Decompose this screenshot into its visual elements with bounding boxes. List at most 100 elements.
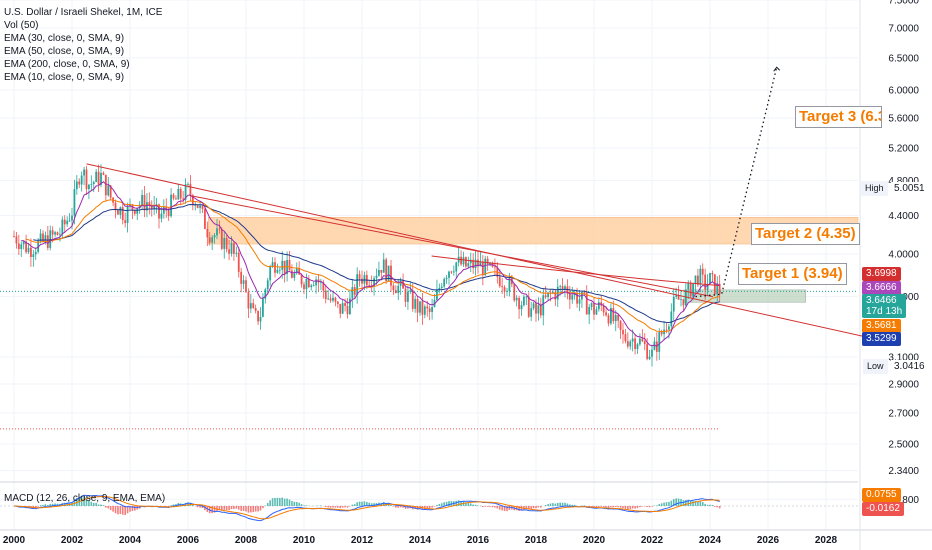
macd-histogram-bar	[283, 498, 286, 506]
macd-histogram-bar	[281, 497, 284, 506]
macd-histogram-bar	[397, 506, 400, 508]
candle-body	[477, 259, 479, 267]
y-tick-label: 7.5000	[888, 0, 919, 6]
macd-histogram-bar	[610, 506, 612, 508]
macd-histogram-bar	[332, 506, 334, 508]
candle-body	[249, 303, 252, 309]
candle-body	[322, 282, 325, 291]
x-tick-label: 2028	[815, 535, 838, 546]
y-tick-label: 2.5000	[888, 439, 919, 450]
candle-body	[22, 241, 25, 245]
candle-body	[709, 273, 711, 284]
candle-body	[109, 185, 112, 198]
macd-histogram-bar	[293, 501, 296, 506]
price-tag-ema50: 3.5299	[862, 332, 901, 346]
macd-histogram-bar	[443, 502, 445, 506]
candle-body	[73, 189, 76, 216]
candle-body	[455, 262, 458, 272]
macd-histogram-bar	[358, 501, 361, 506]
candle-body	[523, 296, 525, 306]
candle-body	[216, 228, 218, 236]
macd-histogram-bar	[718, 506, 721, 509]
macd-histogram-bar	[482, 506, 484, 508]
candle-body	[699, 268, 702, 285]
candle-body	[225, 238, 228, 250]
macd-histogram-bar	[117, 506, 119, 515]
candle-body	[162, 207, 165, 214]
macd-histogram-bar	[184, 502, 187, 506]
x-tick-label: 2022	[641, 535, 664, 546]
candle-body	[339, 303, 342, 314]
macd-histogram-bar	[199, 506, 201, 508]
candle-body	[503, 287, 506, 292]
macd-histogram-bar	[431, 506, 433, 508]
macd-histogram-bar	[399, 506, 402, 508]
candle-body	[697, 275, 699, 285]
candle-body	[351, 287, 354, 299]
candle-body	[535, 303, 537, 314]
indicator-vol[interactable]: Vol (50)	[4, 20, 39, 31]
candle-body	[392, 285, 395, 291]
candle-body	[177, 188, 180, 200]
candle-body	[344, 303, 346, 306]
candle-body	[100, 172, 102, 185]
x-tick-label: 2016	[467, 535, 490, 546]
indicator-ema50[interactable]: EMA (50, close, 0, SMA, 9)	[4, 46, 125, 57]
macd-histogram-bar	[474, 504, 477, 506]
price-tag-last: 3.6466 17d 13h	[862, 294, 907, 318]
macd-histogram-bar	[262, 506, 264, 509]
x-tick-label: 2004	[119, 535, 142, 546]
candle-body	[218, 228, 221, 230]
candle-body	[648, 356, 651, 359]
macd-histogram-bar	[327, 506, 329, 508]
candle-body	[610, 308, 612, 324]
macd-histogram-bar	[573, 504, 576, 506]
macd-histogram-bar	[353, 504, 356, 506]
candle-body	[694, 275, 697, 284]
candle-body	[585, 293, 588, 315]
macd-histogram-bar	[416, 506, 419, 510]
macd-histogram-bar	[39, 505, 42, 506]
candle-body	[542, 295, 545, 316]
macd-value-tag: 0.0755	[862, 488, 901, 502]
candle-body	[233, 243, 235, 254]
target-3-label[interactable]: Target 3 (6.35	[795, 106, 882, 128]
candle-body	[438, 287, 441, 290]
candle-body	[264, 289, 267, 299]
candle-body	[235, 252, 238, 254]
macd-histogram-bar	[363, 501, 366, 506]
candle-body	[126, 206, 129, 223]
macd-histogram-bar	[201, 506, 204, 509]
target-2-label[interactable]: Target 2 (4.35)	[751, 223, 860, 245]
indicator-ema30[interactable]: EMA (30, close, 0, SMA, 9)	[4, 33, 125, 44]
macd-histogram-bar	[121, 506, 124, 515]
candle-body	[561, 286, 564, 289]
candle-body	[13, 236, 15, 238]
candle-body	[15, 236, 18, 244]
candle-body	[704, 274, 707, 290]
ema50-line	[33, 203, 720, 324]
indicator-ema10[interactable]: EMA (10, close, 0, SMA, 9)	[4, 72, 125, 83]
candle-body	[300, 274, 303, 285]
candle-body	[194, 205, 197, 206]
indicator-ema200[interactable]: EMA (200, close, 0, SMA, 9)	[4, 59, 130, 70]
macd-histogram-bar	[448, 501, 450, 506]
candle-body	[324, 290, 327, 300]
macd-histogram-bar	[530, 506, 532, 510]
candle-body	[179, 188, 182, 199]
macd-legend[interactable]: MACD (12, 26, close, 9, EMA, EMA)	[4, 493, 166, 504]
y-tick-label: 5.2000	[888, 143, 919, 154]
candle-body	[467, 263, 470, 267]
macd-histogram-bar	[324, 506, 327, 508]
candle-body	[375, 275, 378, 279]
macd-histogram-bar	[49, 503, 52, 506]
candle-body	[537, 305, 540, 314]
target-1-label[interactable]: Target 1 (3.94)	[738, 263, 847, 285]
candle-body	[25, 241, 27, 253]
macd-histogram-bar	[685, 500, 687, 506]
macd-histogram-bar	[424, 506, 426, 509]
candle-body	[172, 194, 175, 199]
candle-body	[520, 305, 523, 310]
macd-histogram-bar	[484, 506, 487, 507]
macd-histogram-bar	[668, 501, 670, 506]
